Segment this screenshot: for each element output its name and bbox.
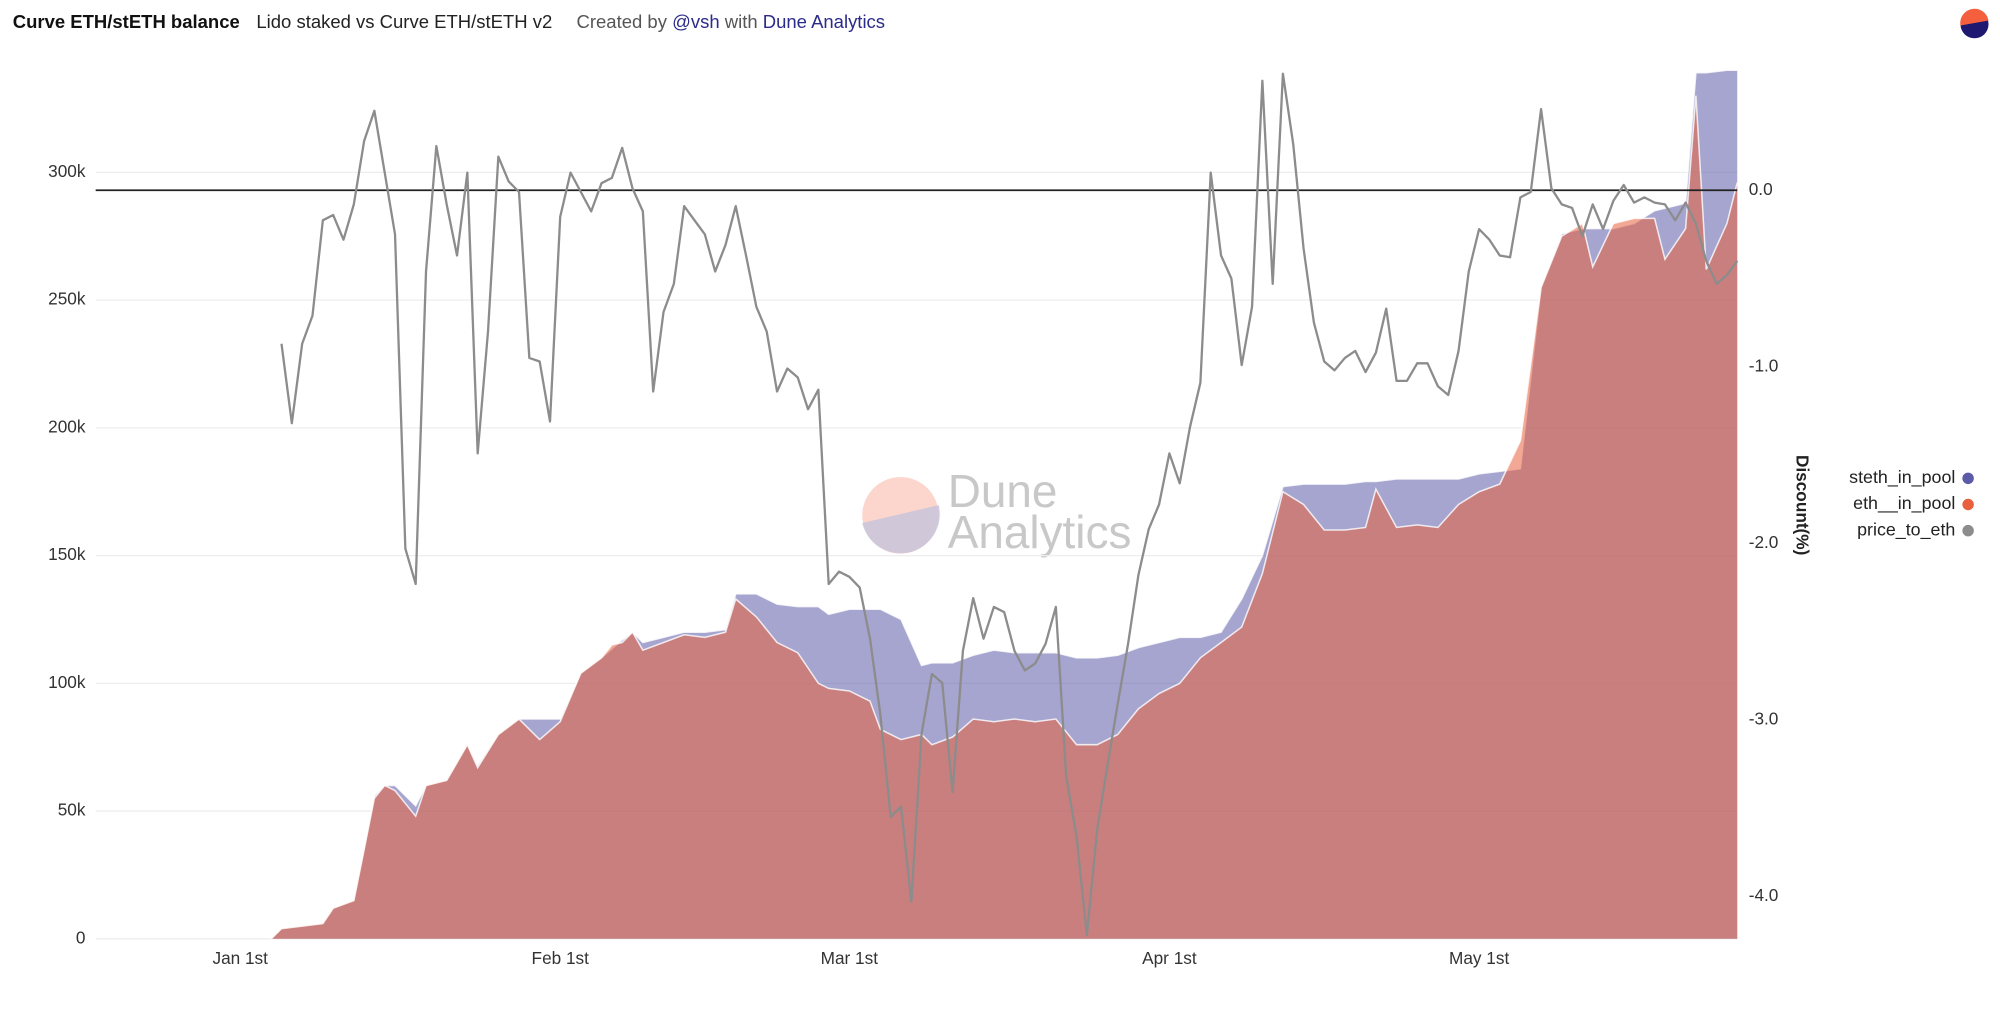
y2-tick-label: 0.0 <box>1749 179 1773 199</box>
chart-subtitle: Lido staked vs Curve ETH/stETH v2 <box>256 11 552 32</box>
legend-marker <box>1962 524 1974 537</box>
x-tick-label: Apr 1st <box>1142 948 1197 968</box>
legend-label: steth_in_pool <box>1849 467 1955 488</box>
author-link[interactable]: @vsh <box>672 11 720 32</box>
watermark-circle <box>862 477 939 554</box>
y-tick-label: 100k <box>48 672 86 692</box>
y2-tick-label: -1.0 <box>1749 355 1779 375</box>
x-tick-label: May 1st <box>1449 948 1509 968</box>
y2-tick-label: -3.0 <box>1749 708 1779 728</box>
platform-link[interactable]: Dune Analytics <box>763 11 885 32</box>
watermark: Analytics <box>948 506 1132 558</box>
y-tick-label: 250k <box>48 289 86 309</box>
y-tick-label: 150k <box>48 544 86 564</box>
legend-label: eth__in_pool <box>1853 493 1955 514</box>
x-tick-label: Mar 1st <box>821 948 879 968</box>
y-tick-label: 50k <box>58 800 86 820</box>
y-tick-label: 200k <box>48 416 86 436</box>
legend-marker <box>1962 472 1974 485</box>
legend-label: price_to_eth <box>1857 519 1955 540</box>
y2-tick-label: -2.0 <box>1749 532 1779 552</box>
legend-marker <box>1962 498 1974 511</box>
watermark-half <box>862 505 940 554</box>
y-tick-label: 300k <box>48 161 86 181</box>
line <box>280 72 1739 937</box>
plot: 0 50k 100k 150k 200k 250k 300k 0.0 -1.0 -2.0 -3.0 -… <box>48 69 1779 968</box>
y-tick-label: 0 <box>76 927 86 947</box>
credit: Created by @vsh with Dune Analytics <box>577 11 886 32</box>
x-tick-label: Jan 1st <box>212 948 268 968</box>
area-edge <box>270 95 1738 940</box>
area <box>271 95 1738 939</box>
logo-half <box>1960 8 1989 26</box>
chart-title: Curve ETH/stETH balance <box>13 11 240 32</box>
watermark: Dune <box>948 465 1058 517</box>
y2-tick-label: -4.0 <box>1749 885 1779 905</box>
watermark-logo <box>862 477 940 554</box>
y2-axis-label: Discount(%) <box>1792 455 1812 555</box>
x-tick-label: Feb 1st <box>532 948 590 968</box>
credit-text: Created by <box>577 11 668 32</box>
credit-text: with <box>724 11 758 32</box>
logo[interactable] <box>1960 8 1989 39</box>
